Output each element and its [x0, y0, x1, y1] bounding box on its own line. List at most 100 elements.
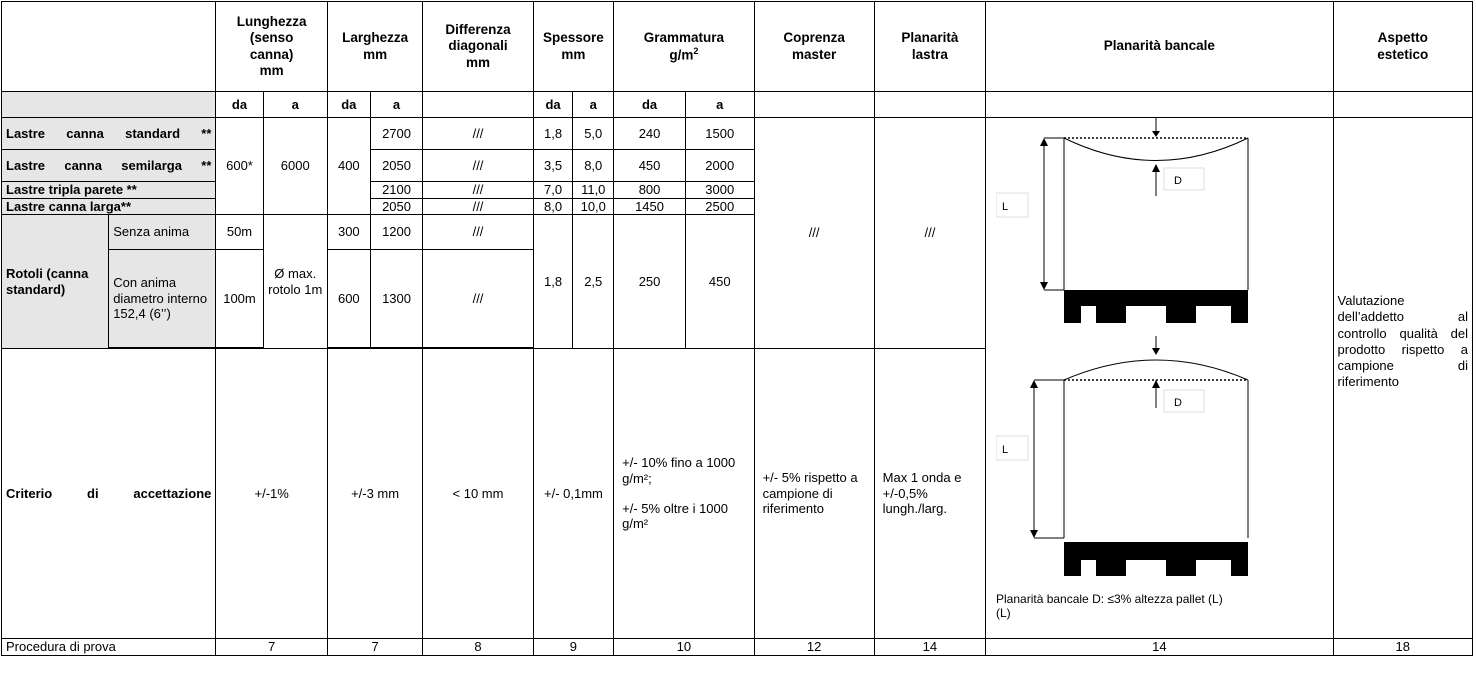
- gr-a: 1500: [684, 117, 755, 150]
- larg-a: 1300: [369, 249, 424, 348]
- larg-a: 2050: [369, 149, 424, 182]
- larg-a: 2100: [369, 181, 424, 199]
- lung-a: 6000: [262, 116, 328, 216]
- row-criterio: Criterio di accettazione +/-1% +/-3 mm <…: [0, 348, 1473, 639]
- pallet-icon: [1064, 290, 1249, 323]
- gr-da: 240: [613, 117, 686, 150]
- procedura-planarita-bancale: 14: [985, 638, 1334, 656]
- procedura-coprenza: 12: [753, 638, 875, 656]
- gr-da: 250: [613, 214, 686, 349]
- row-lastre-standard: Lastre canna standard ** 600* 6000 400 2…: [0, 116, 1474, 639]
- row-label: Lastre canna semilarga **: [0, 149, 217, 182]
- sp-a: 5,0: [572, 117, 615, 150]
- lung-da: 50m: [215, 214, 264, 250]
- planarita-bancale-note: Planarità bancale D: ≤3% altezza pallet …: [996, 592, 1223, 606]
- lung-a: Ø max. rotolo 1m: [262, 214, 328, 349]
- procedura-lunghezza: 7: [215, 638, 328, 656]
- diff: ///: [422, 181, 534, 199]
- gr-a: 2500: [684, 197, 755, 216]
- subheader-a: a: [262, 91, 328, 118]
- subheader-da: da: [215, 91, 264, 118]
- diff: ///: [422, 214, 534, 250]
- diff: ///: [422, 197, 534, 216]
- label-L: L: [1002, 444, 1008, 456]
- subheader-row: da a da a da a da a: [0, 91, 1474, 118]
- larg-a: 2700: [369, 117, 424, 150]
- pallet-icon: [1064, 542, 1249, 576]
- header-aspetto: Aspetto estetico: [1332, 1, 1474, 92]
- gr-a: 3000: [684, 181, 755, 199]
- diff: ///: [422, 249, 534, 348]
- aspetto-estetico-text: Valutazione dell’addetto al controllo qu…: [1337, 293, 1468, 390]
- larg-da: 300: [326, 214, 371, 250]
- procedura-label: Procedura di prova: [0, 638, 217, 656]
- specification-table: Lunghezza (senso canna) mm Larghezza mm Diff…: [0, 1, 1474, 656]
- gr-da: 1450: [613, 197, 686, 216]
- aspetto-estetico-cell: Valutazione dell’addetto al controllo qu…: [1332, 117, 1474, 639]
- row-label: Lastre canna standard **: [0, 117, 217, 150]
- gr-a: 450: [684, 214, 755, 349]
- header-row: Lunghezza (senso canna) mm Larghezza mm Diff…: [0, 1, 1474, 92]
- sp-a: 2,5: [572, 214, 615, 349]
- criterio-lunghezza: +/-1%: [215, 348, 328, 639]
- larg-da: 600: [326, 249, 371, 348]
- label-D: D: [1174, 175, 1182, 187]
- pallet-flatness-diagram: L D L D: [996, 118, 1249, 620]
- larg-a: 2050: [369, 197, 424, 216]
- planarita-lastra-value: ///: [873, 117, 987, 349]
- criterio-coprenza: +/- 5% rispetto a campione di riferiment…: [753, 348, 875, 639]
- criterio-differenza: < 10 mm: [422, 348, 534, 639]
- rotoli-label: Rotoli (canna standard): [0, 214, 110, 349]
- subheader-a: a: [572, 91, 615, 118]
- sp-da: 7,0: [532, 181, 574, 199]
- corner-cell: [0, 1, 217, 92]
- row-lastre-larga: Lastre canna larga** 2050 /// 8,0 10,0 1…: [0, 197, 1473, 216]
- larg-a: 1200: [369, 214, 424, 250]
- header-planarita-bancale: Planarità bancale: [985, 1, 1334, 92]
- criterio-planarita-lastra: Max 1 onda e +/-0,5% lungh./larg.: [873, 348, 987, 639]
- sp-da: 8,0: [532, 197, 574, 216]
- larg-da: 400: [326, 116, 371, 216]
- deflection-curve: [1063, 137, 1249, 161]
- criterio-grammatura: +/- 10% fino a 1000 g/m²; +/- 5% oltre i…: [613, 348, 755, 639]
- row-label: Lastre tripla parete **: [0, 181, 217, 199]
- header-larghezza: Larghezza mm: [326, 1, 424, 92]
- subheader-a: a: [369, 91, 424, 118]
- header-differenza: Differenza diagonali mm: [422, 1, 534, 92]
- sp-a: 11,0: [572, 181, 615, 199]
- coprenza-value: ///: [753, 117, 875, 349]
- header-lunghezza: Lunghezza (senso canna) mm: [215, 1, 328, 92]
- procedura-aspetto: 18: [1332, 638, 1474, 656]
- row-rotoli-con-anima: Con anima diametro interno 152,4 (6’’) 1…: [2, 249, 1473, 348]
- row-procedura: Procedura di prova 7 7 8 9 10 12 14 14 1…: [0, 638, 1474, 656]
- planarita-bancale-cell: L D L D: [985, 117, 1334, 639]
- criterio-larghezza: +/-3 mm: [326, 348, 424, 639]
- header-planarita-lastra: Planarità lastra: [873, 1, 987, 92]
- subheader-da: da: [326, 91, 371, 118]
- bulge-curve: [1063, 359, 1249, 381]
- gr-da: 800: [613, 181, 686, 199]
- sp-a: 8,0: [572, 149, 615, 182]
- label-L: L: [1002, 201, 1008, 213]
- procedura-larghezza: 7: [326, 638, 424, 656]
- criterio-spessore: +/- 0,1mm: [532, 348, 615, 639]
- row-label: Lastre canna larga**: [0, 197, 217, 216]
- svg-text:(L): (L): [996, 606, 1011, 620]
- procedura-grammatura: 10: [613, 638, 755, 656]
- header-spessore: Spessore mm: [532, 1, 615, 92]
- procedura-spessore: 9: [532, 638, 615, 656]
- subheader-a: a: [684, 91, 755, 118]
- label-D: D: [1174, 397, 1182, 409]
- sp-da: 1,8: [532, 117, 574, 150]
- header-coprenza: Coprenza master: [753, 1, 875, 92]
- lung-da: 600*: [215, 116, 264, 216]
- header-grammatura: Grammatura g/m2: [613, 1, 755, 92]
- subheader-da: da: [532, 91, 574, 118]
- sp-a: 10,0: [572, 197, 615, 216]
- subheader-da: da: [613, 91, 686, 118]
- gr-a: 2000: [684, 149, 755, 182]
- lung-da: 100m: [215, 249, 264, 348]
- procedura-planarita-lastra: 14: [873, 638, 987, 656]
- sp-da: 1,8: [532, 214, 574, 349]
- senza-anima-label: Senza anima: [108, 214, 217, 250]
